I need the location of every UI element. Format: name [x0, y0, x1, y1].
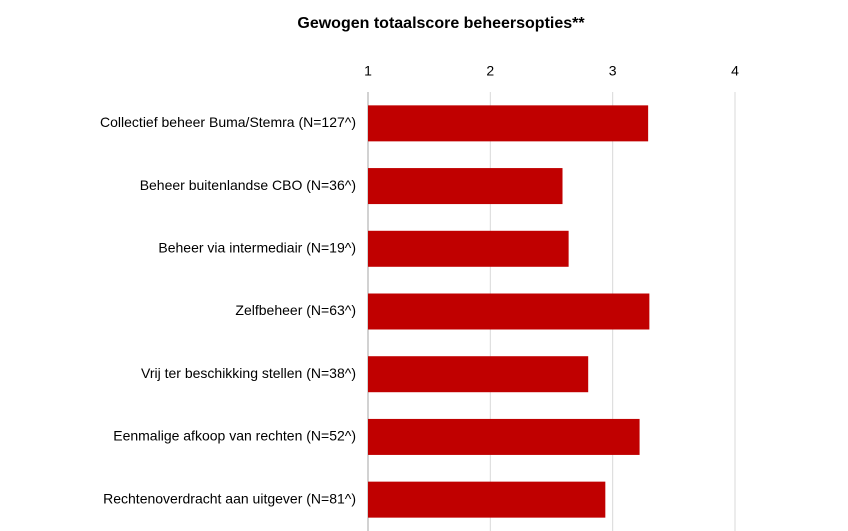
y-tick-label: Collectief beheer Buma/Stemra (N=127^)	[100, 114, 356, 130]
y-tick-label: Vrij ter beschikking stellen (N=38^)	[141, 365, 356, 381]
y-tick-label: Beheer buitenlandse CBO (N=36^)	[140, 177, 356, 193]
chart-title: Gewogen totaalscore beheersopties**	[297, 15, 585, 32]
x-tick-label: 1	[364, 63, 372, 79]
y-tick-label: Rechtenoverdracht aan uitgever (N=81^)	[103, 490, 356, 506]
bar	[368, 105, 649, 142]
bar	[368, 168, 563, 205]
bar	[368, 356, 589, 393]
bar	[368, 481, 606, 518]
bar	[368, 293, 650, 330]
x-tick-label: 3	[609, 63, 617, 79]
bar	[368, 418, 640, 455]
y-tick-label: Beheer via intermediair (N=19^)	[158, 239, 356, 255]
x-tick-label: 4	[731, 63, 739, 79]
x-tick-label: 2	[486, 63, 494, 79]
y-tick-label: Zelfbeheer (N=63^)	[235, 302, 356, 318]
bar	[368, 230, 569, 267]
y-tick-label: Eenmalige afkoop van rechten (N=52^)	[113, 428, 356, 444]
